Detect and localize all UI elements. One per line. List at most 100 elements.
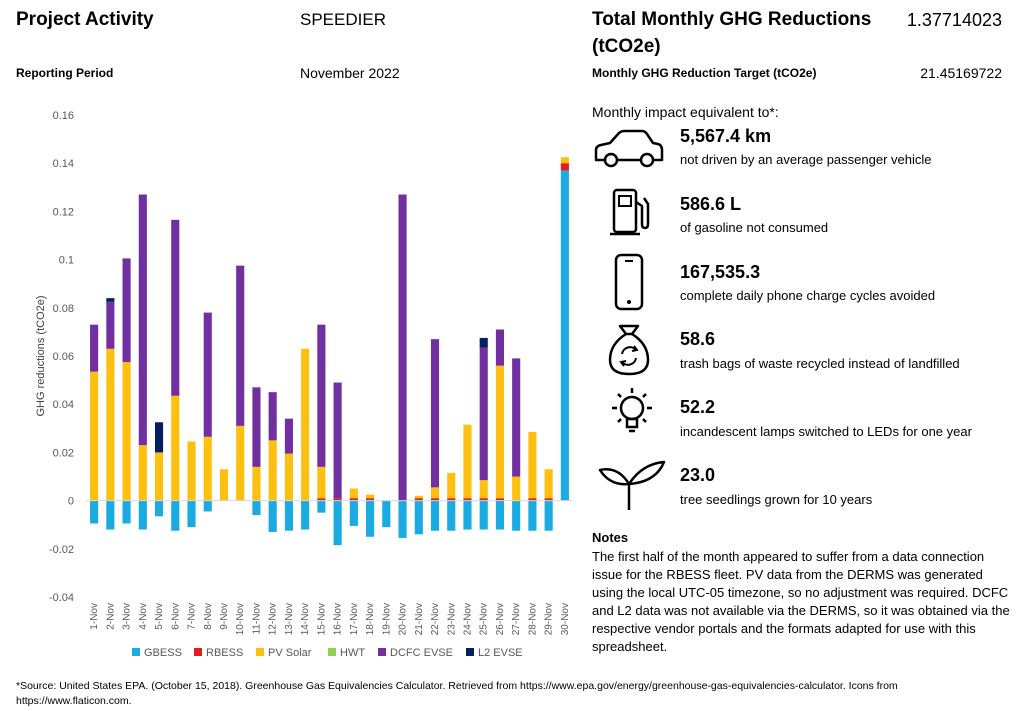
y-axis-label: GHG reductions (tCO2e): [35, 295, 47, 416]
bar-segment: [284, 418, 293, 454]
reporting-period-value: November 2022: [300, 65, 400, 81]
total-reductions-unit: (tCO2e): [592, 36, 661, 57]
y-tick-label: 0.16: [53, 110, 74, 122]
x-tick-label: 28-Nov: [527, 603, 538, 635]
impact-value-lamps: 52.2: [680, 397, 716, 417]
legend-swatch: [466, 648, 474, 656]
bar-segment: [236, 265, 245, 426]
bar-segment: [430, 487, 440, 499]
bar-segment: [366, 494, 375, 499]
bar-segment: [187, 441, 196, 501]
bar-segment: [317, 500, 326, 513]
bar-segment: [284, 500, 293, 531]
fuel-pump-icon: [592, 186, 666, 246]
bar-segment: [268, 440, 277, 501]
target-value: 21.45169722: [920, 65, 1002, 81]
bar-segment: [106, 301, 115, 349]
legend-swatch: [256, 648, 264, 656]
bar-segment: [366, 498, 375, 501]
impact-desc-fuel: of gasoline not consumed: [680, 220, 829, 235]
bar-segment: [560, 157, 569, 164]
y-tick-label: 0.04: [53, 399, 74, 411]
x-tick-label: 12-Nov: [268, 603, 279, 635]
project-activity-label: Project Activity: [16, 9, 154, 30]
y-tick-label: 0.06: [53, 351, 74, 363]
bar-segment: [447, 500, 456, 531]
bar-segment: [528, 500, 537, 531]
bar-segment: [122, 258, 131, 363]
x-tick-label: 5-Nov: [154, 603, 165, 630]
ghg-stacked-bar-chart: -0.04 -0.02 0 0.02 0.04 0.06 0.08 0.1 0.12 0.14 0.…: [35, 110, 573, 659]
bar-segment: [544, 498, 553, 501]
bar-segment: [106, 348, 115, 501]
legend-entry: L2 EVSE: [478, 647, 523, 659]
bar-segment: [122, 500, 131, 524]
legend-swatch: [194, 648, 202, 656]
bar-segment: [479, 498, 488, 501]
bar-segment: [479, 500, 488, 530]
x-tick-label: 22-Nov: [430, 603, 441, 635]
bar-segment: [219, 469, 229, 501]
x-tick-label: 26-Nov: [495, 603, 506, 635]
y-tick-label: -0.02: [49, 544, 74, 556]
impact-desc-car: not driven by an average passenger vehic…: [680, 152, 932, 167]
bar-segment: [349, 488, 358, 499]
x-tick-label: 20-Nov: [398, 603, 409, 635]
bar-segment: [414, 495, 423, 499]
bar-segment: [268, 500, 277, 532]
x-tick-label: 11-Nov: [251, 603, 262, 635]
bar-segment: [90, 500, 99, 524]
bar-segment: [512, 500, 521, 531]
x-tick-label: 2-Nov: [105, 603, 116, 630]
bar-segment: [398, 194, 407, 501]
y-tick-label: 0.02: [53, 447, 74, 459]
total-reductions-label: Total Monthly GHG Reductions: [592, 9, 872, 30]
bar-segment: [154, 500, 164, 517]
bar-segment: [430, 500, 440, 531]
bar-segment: [138, 445, 147, 501]
bar-segment: [333, 498, 342, 501]
bar-segment: [414, 500, 423, 535]
bar-segment: [333, 500, 342, 546]
bar-segment: [528, 431, 537, 499]
x-tick-label: 15-Nov: [316, 603, 327, 635]
impact-value-trash: 58.6: [680, 329, 716, 349]
bar-segment: [544, 469, 553, 499]
x-tick-label: 9-Nov: [219, 603, 230, 630]
impact-value-trees: 23.0: [680, 465, 716, 485]
x-tick-label: 4-Nov: [138, 603, 149, 630]
bar-segment: [333, 382, 342, 499]
bar-segment: [398, 500, 407, 538]
bar-segment: [122, 362, 131, 501]
x-tick-label: 29-Nov: [544, 603, 555, 635]
x-tick-label: 17-Nov: [349, 603, 360, 635]
x-tick-label: 10-Nov: [235, 603, 246, 635]
bar-segment: [463, 424, 472, 499]
bar-segment: [560, 163, 569, 171]
bar-segment: [317, 466, 326, 499]
smartphone-icon: [592, 252, 666, 312]
x-tick-label: 14-Nov: [300, 603, 311, 635]
bar-segment: [512, 476, 521, 501]
impact-value-phone: 167,535.3: [680, 262, 761, 282]
bar-segment: [544, 500, 553, 531]
x-tick-label: 30-Nov: [560, 603, 571, 635]
bar-segment: [495, 365, 505, 499]
x-tick-label: 27-Nov: [511, 603, 522, 635]
bar-segment: [479, 347, 488, 481]
legend-entry: DCFC EVSE: [390, 647, 453, 659]
notes-body: The first half of the month appeared to …: [592, 549, 1010, 654]
bar-segment: [90, 324, 99, 372]
bar-segment: [284, 453, 293, 501]
bar-segment: [252, 387, 261, 467]
bar-segment: [349, 500, 358, 526]
car-icon: [592, 122, 666, 182]
project-name: SPEEDIER: [300, 10, 386, 29]
lightbulb-icon: [592, 386, 666, 446]
bar-segment: [479, 480, 488, 499]
bar-segment: [252, 466, 261, 501]
bar-segment: [171, 395, 180, 501]
x-tick-label: 19-Nov: [381, 603, 392, 635]
recycle-bag-icon: [592, 322, 666, 382]
x-tick-label: 7-Nov: [187, 603, 198, 630]
